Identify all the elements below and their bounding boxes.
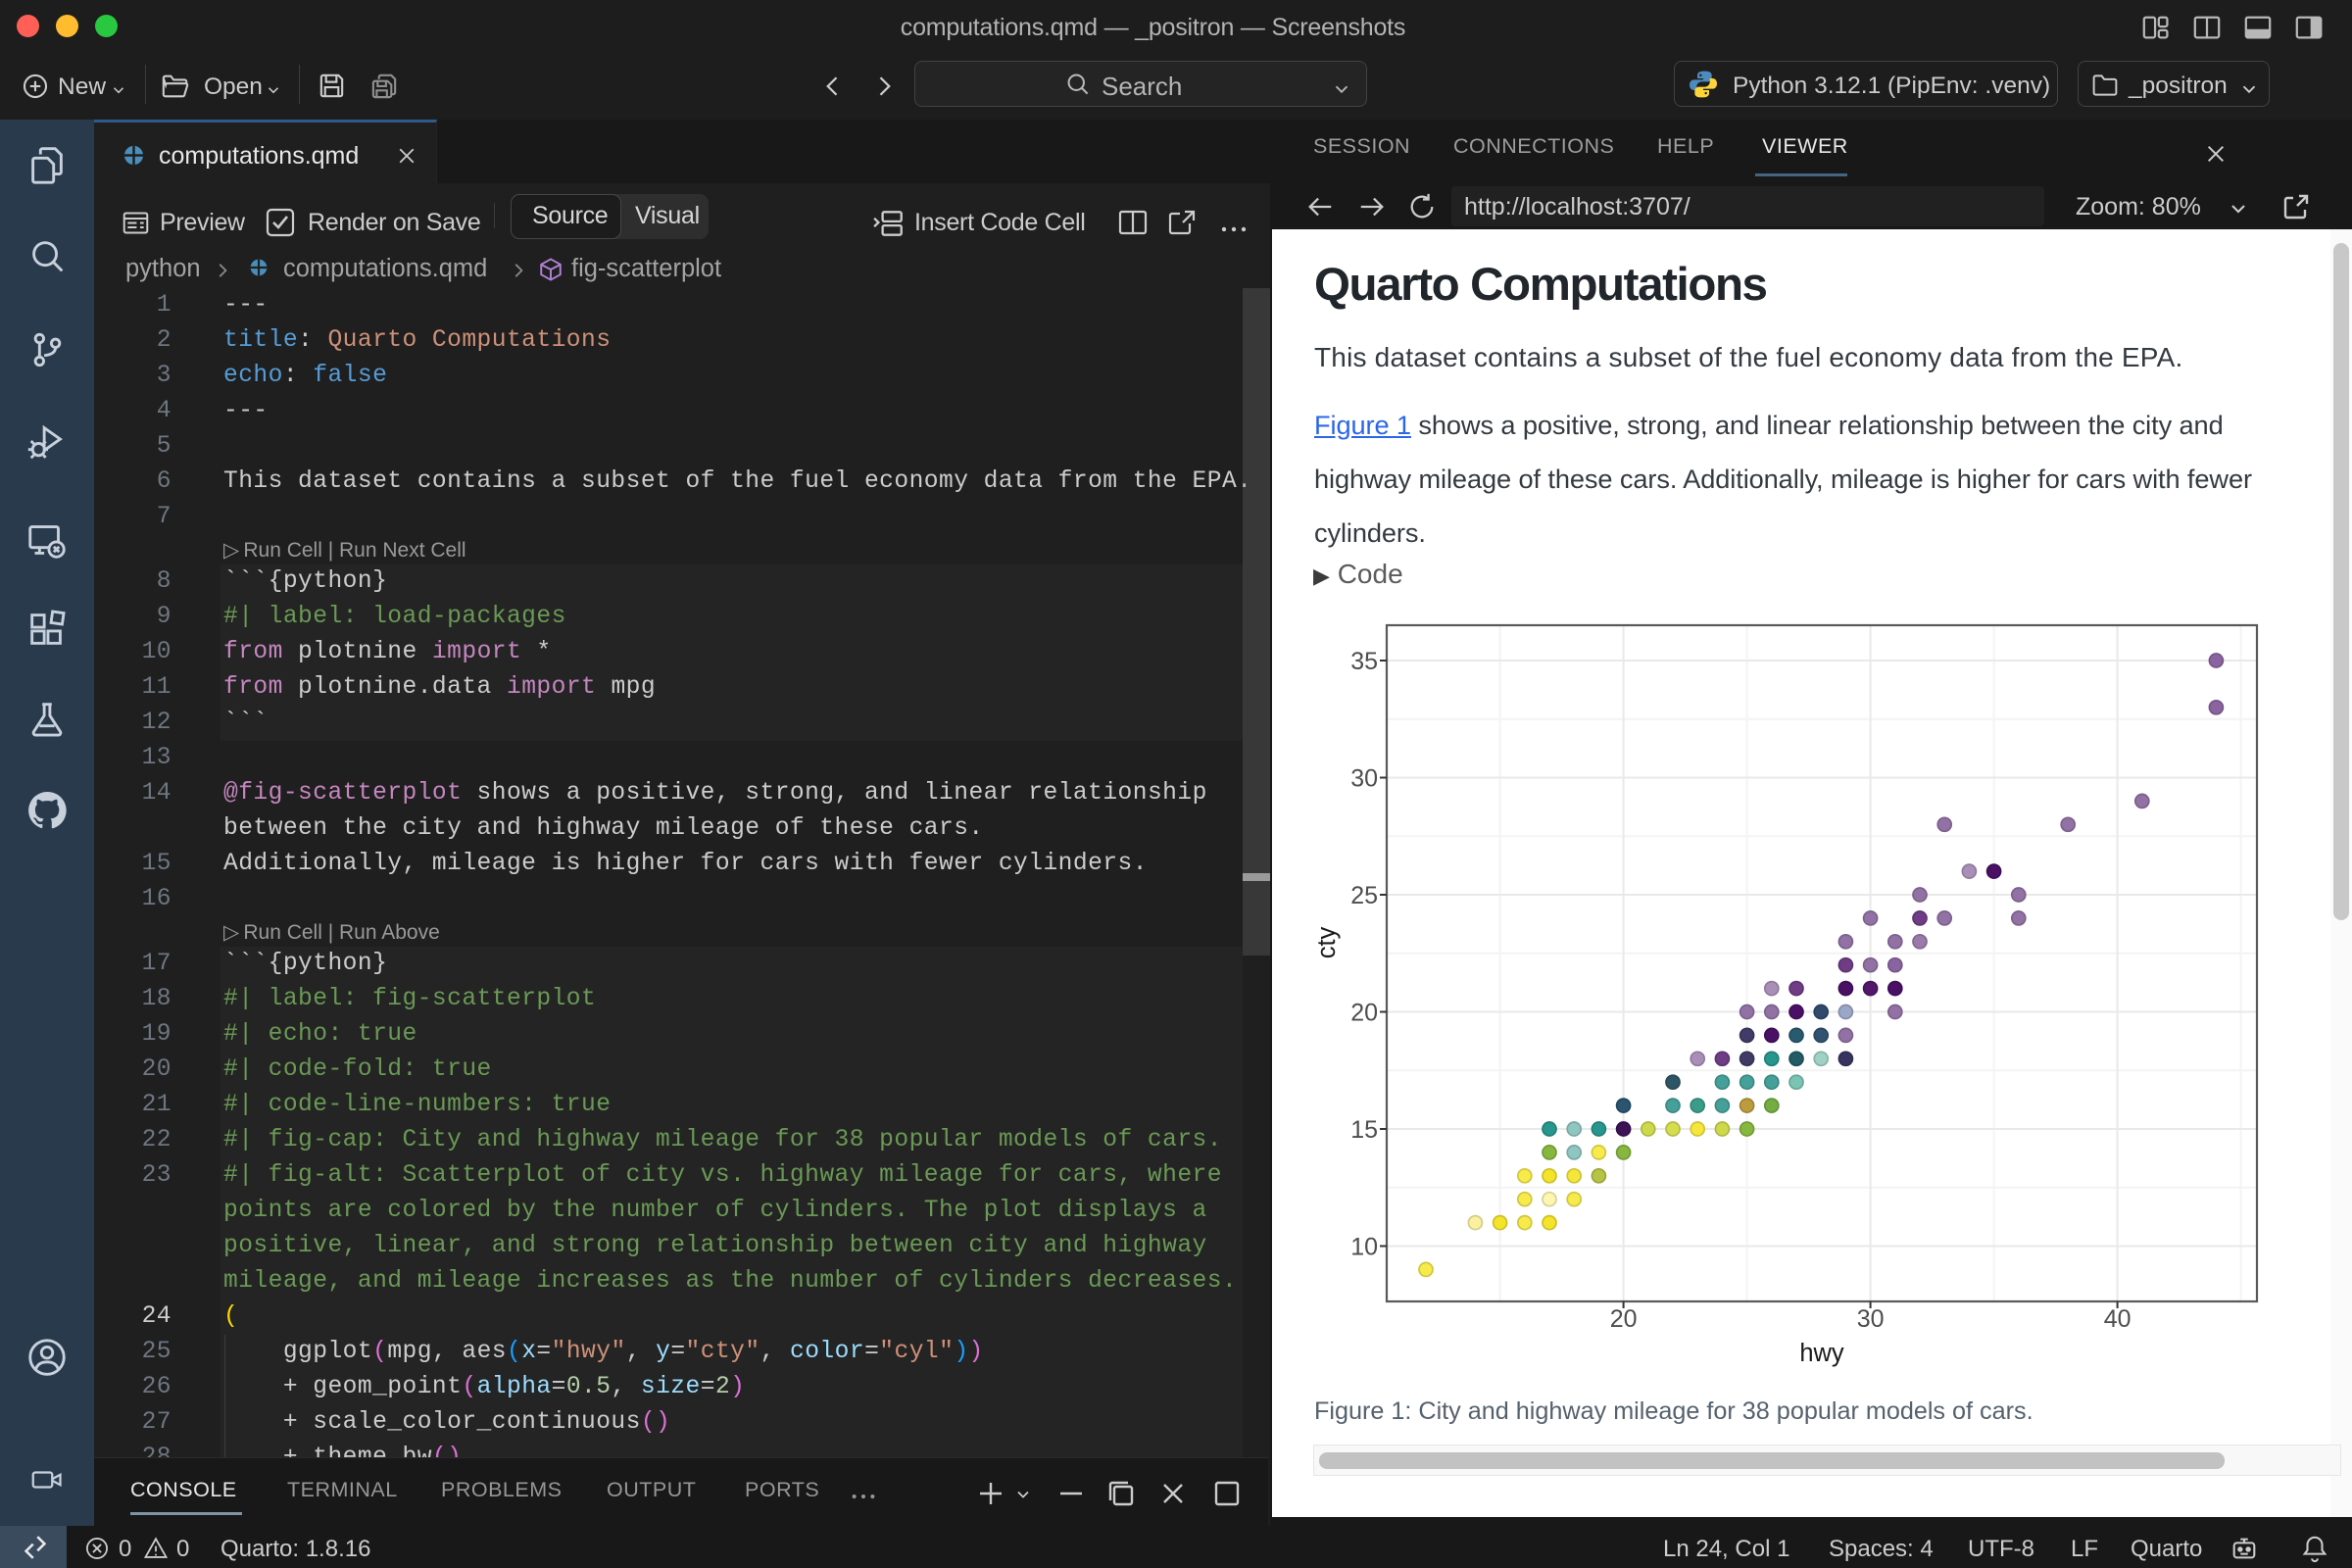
svg-text:40: 40 [2104, 1305, 2132, 1333]
svg-text:35: 35 [1350, 648, 1378, 675]
svg-text:25: 25 [1350, 882, 1378, 909]
svg-text:20: 20 [1610, 1305, 1638, 1333]
svg-text:30: 30 [1350, 765, 1378, 793]
svg-text:hwy: hwy [1799, 1340, 1844, 1367]
svg-text:15: 15 [1350, 1116, 1378, 1144]
svg-text:30: 30 [1857, 1305, 1885, 1333]
svg-text:cty: cty [1313, 926, 1341, 958]
svg-text:10: 10 [1350, 1234, 1378, 1261]
svg-text:20: 20 [1350, 1000, 1378, 1027]
